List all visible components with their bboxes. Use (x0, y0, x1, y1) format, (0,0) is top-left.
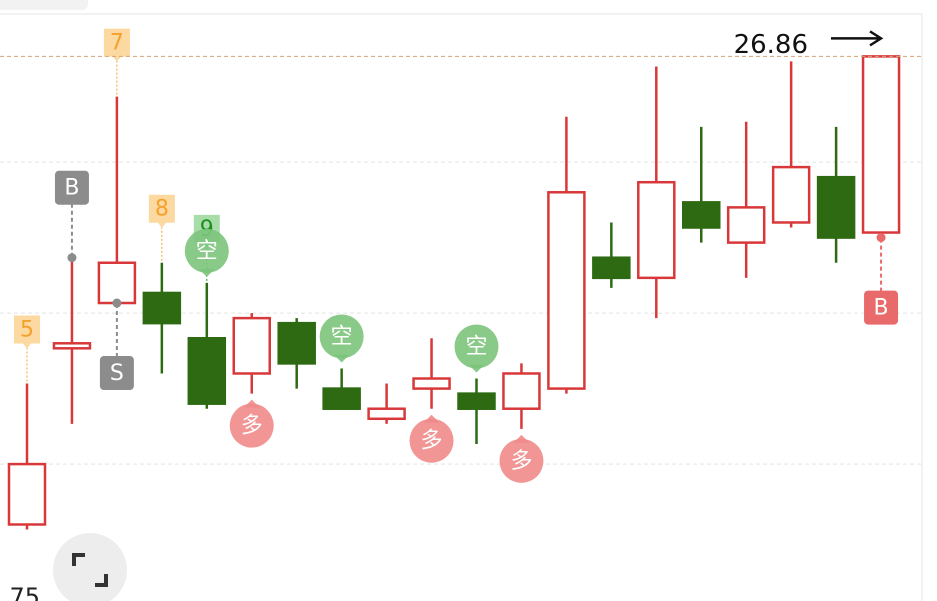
signal-label: 空 (465, 335, 487, 360)
signal-marker: 8 (148, 194, 175, 263)
signal-label: S (110, 361, 124, 386)
signal-bubble (319, 314, 364, 359)
signal-label: 空 (331, 324, 353, 349)
signal-box (54, 170, 89, 205)
last-price-label: 26.86 (734, 30, 808, 60)
signal-label: 7 (110, 31, 124, 56)
signal-bubble (499, 438, 544, 483)
signal-marker: 多 (499, 434, 544, 483)
candle-body (7, 462, 47, 526)
candle-body (412, 377, 451, 390)
candle-body (547, 191, 586, 390)
candle-body (502, 372, 541, 410)
candle-body (97, 261, 137, 305)
signal-tag (103, 28, 130, 62)
signal-label: 5 (20, 318, 34, 343)
signal-tag (148, 194, 175, 228)
signal-bubble (184, 228, 229, 273)
signal-box (99, 356, 134, 391)
signal-label: 多 (421, 429, 443, 454)
candle-body (187, 337, 227, 405)
signal-marker: B (864, 233, 899, 325)
candle-body (682, 201, 721, 229)
candle-body (726, 206, 766, 244)
signal-label: 8 (155, 197, 169, 222)
signal-dot (67, 253, 77, 263)
signal-label: B (874, 296, 889, 321)
y-tick-label: 25.75 (0, 583, 40, 601)
candle-body (816, 175, 856, 239)
candle-body (861, 55, 901, 234)
candle-body (322, 387, 361, 410)
signal-bubble (229, 403, 274, 448)
signal-marker: 7 (103, 28, 130, 97)
signal-label: 多 (241, 414, 263, 439)
signal-marker: 多 (409, 414, 454, 463)
candle-body (771, 165, 811, 224)
signal-marker: 空 (184, 228, 229, 277)
signal-tag (14, 315, 40, 349)
candle-body (232, 316, 271, 375)
tab[interactable] (0, 0, 88, 10)
signal-box (864, 290, 899, 325)
signal-marker: B (54, 170, 89, 263)
signal-label: B (64, 176, 79, 201)
candle-body (367, 407, 406, 421)
candle-body (637, 180, 676, 280)
signal-marker: 多 (229, 399, 274, 448)
signal-label: 多 (510, 449, 532, 474)
candle-body (142, 291, 182, 325)
signal-marker: 空 (319, 314, 364, 363)
fullscreen-button[interactable] (53, 533, 127, 601)
signal-dot (876, 233, 886, 243)
signal-marker: 空 (454, 324, 499, 373)
signal-marker: S (99, 298, 134, 391)
signal-label: 空 (196, 239, 218, 264)
signal-dot (112, 298, 122, 308)
signal-bubble (454, 324, 499, 369)
signal-bubble (409, 418, 454, 463)
signal-marker: 5 (14, 315, 40, 384)
candle-body (277, 321, 316, 365)
candle-body (592, 256, 631, 280)
last-price-arrow (831, 30, 884, 47)
candle-body (52, 342, 92, 350)
candle-body (457, 392, 496, 410)
